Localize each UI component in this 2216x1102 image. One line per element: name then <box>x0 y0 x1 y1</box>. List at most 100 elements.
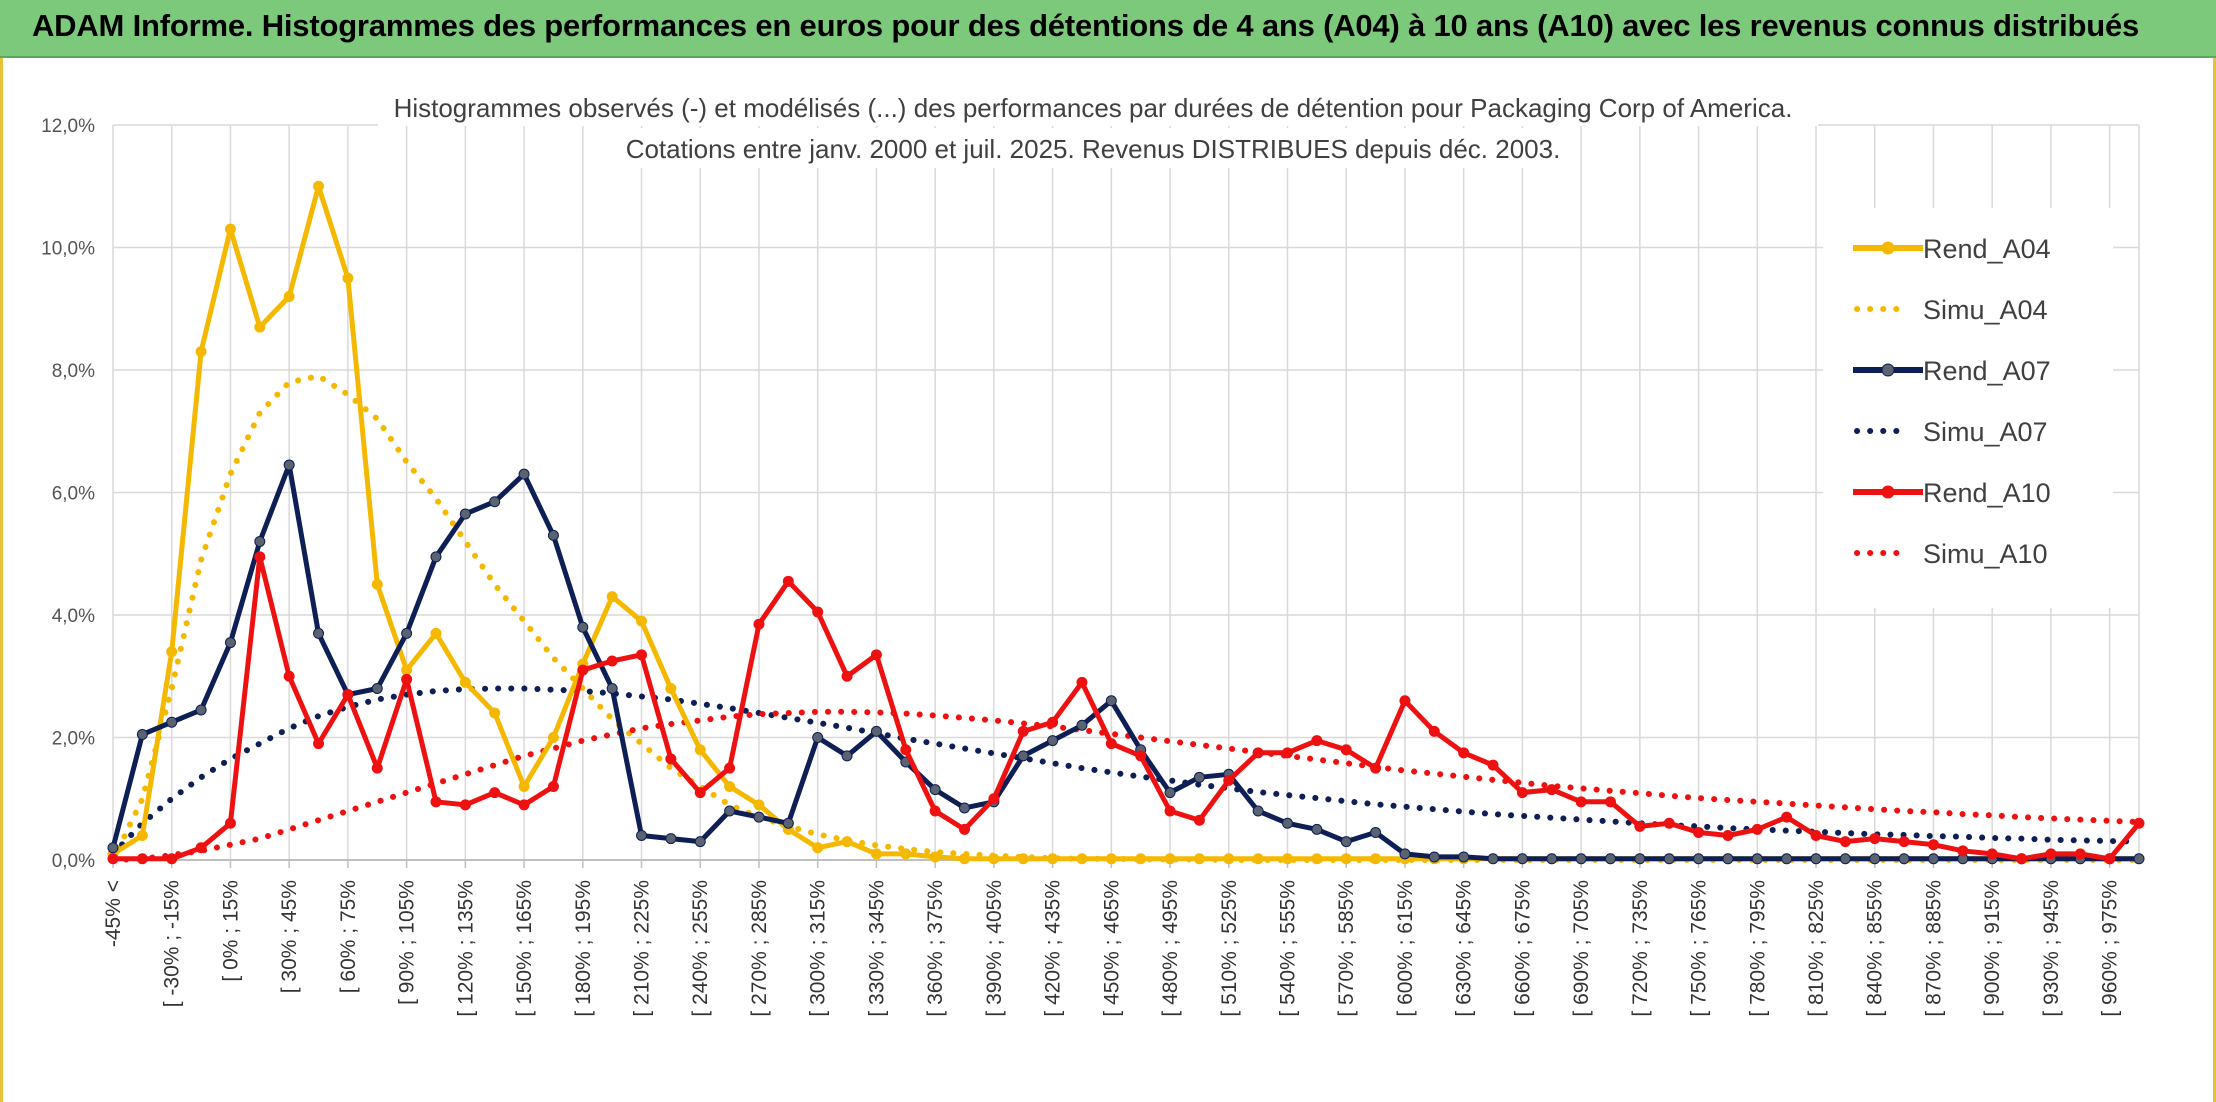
data-point-rend-a04 <box>929 851 941 863</box>
data-point-rend-a10 <box>1957 845 1969 857</box>
data-point-rend-a10 <box>401 673 413 685</box>
data-point-rend-a04 <box>195 346 207 358</box>
data-point-rend-a04 <box>254 321 266 333</box>
x-tick-label: [ 270% ; 285% <box>748 880 771 1017</box>
data-point-rend-a10 <box>636 649 648 661</box>
data-point-rend-a07 <box>254 536 266 547</box>
data-point-rend-a07 <box>1839 853 1851 865</box>
x-tick-label: [ 60% ; 75% <box>337 880 360 993</box>
data-point-rend-a10 <box>841 670 853 682</box>
data-point-rend-a10 <box>988 793 1000 805</box>
data-point-rend-a07 <box>1810 853 1822 865</box>
data-point-rend-a07 <box>1105 695 1117 707</box>
x-tick-label: [ 690% ; 705% <box>1570 880 1593 1017</box>
report-title: ADAM Informe. Histogrammes des performan… <box>32 8 2140 43</box>
data-point-rend-a07 <box>224 637 236 649</box>
data-point-rend-a07 <box>283 459 295 471</box>
data-point-rend-a10 <box>1252 747 1264 759</box>
data-point-rend-a10 <box>1399 695 1411 707</box>
legend-label-rend-a10: Rend_A10 <box>1923 478 2051 508</box>
chart-subtitle: Cotations entre janv. 2000 et juil. 2025… <box>626 134 1561 164</box>
y-tick-label: 6,0% <box>52 484 95 505</box>
data-point-rend-a07 <box>401 627 413 639</box>
x-tick-label: [ 360% ; 375% <box>924 880 947 1017</box>
data-point-rend-a07 <box>724 805 736 817</box>
data-point-rend-a04 <box>694 744 706 756</box>
data-point-rend-a07 <box>1604 853 1616 865</box>
y-tick-label: 2,0% <box>52 729 95 750</box>
data-point-rend-a07 <box>489 496 501 508</box>
data-point-rend-a07 <box>1722 853 1734 865</box>
data-point-rend-a10 <box>2133 817 2145 829</box>
data-point-rend-a04 <box>459 676 471 688</box>
data-point-rend-a10 <box>1927 839 1939 851</box>
series-line-simu-a07 <box>110 685 2142 857</box>
data-point-rend-a07 <box>1370 826 1382 838</box>
data-point-rend-a07 <box>1017 750 1029 762</box>
data-point-rend-a04 <box>283 291 295 302</box>
data-point-rend-a10 <box>518 799 530 811</box>
data-point-rend-a07 <box>166 716 178 728</box>
x-tick-label: [ 840% ; 855% <box>1864 880 1887 1017</box>
x-tick-label: [ 390% ; 405% <box>983 880 1006 1017</box>
legend-label-simu-a04: Simu_A04 <box>1923 295 2048 325</box>
data-point-rend-a04 <box>988 853 1000 865</box>
data-point-rend-a10 <box>1076 676 1088 688</box>
data-point-rend-a07 <box>2133 853 2145 865</box>
data-point-rend-a10 <box>283 670 295 682</box>
data-point-rend-a10 <box>1281 747 1293 759</box>
data-point-rend-a10 <box>224 817 236 829</box>
data-point-rend-a10 <box>812 606 824 618</box>
data-point-rend-a07 <box>812 732 824 743</box>
data-point-rend-a10 <box>1986 848 1998 860</box>
data-point-rend-a04 <box>518 781 530 792</box>
legend-label-simu-a07: Simu_A07 <box>1923 417 2048 447</box>
data-point-rend-a04 <box>1017 853 1029 865</box>
x-tick-label: [ 420% ; 435% <box>1042 880 1065 1017</box>
x-tick-label: [ 570% ; 585% <box>1335 880 1358 1017</box>
chart-title-background <box>378 86 1818 126</box>
data-point-rend-a07 <box>547 529 559 541</box>
data-point-rend-a10 <box>254 551 266 563</box>
data-point-rend-a04 <box>371 578 383 590</box>
data-point-rend-a04 <box>1193 853 1205 865</box>
data-point-rend-a10 <box>1546 784 1558 796</box>
data-point-rend-a04 <box>1311 853 1323 865</box>
data-point-rend-a07 <box>753 811 765 823</box>
data-point-rend-a04 <box>489 707 501 719</box>
series-line-simu-a10 <box>110 708 2142 863</box>
data-point-rend-a10 <box>342 689 354 701</box>
x-tick-label: [ 960% ; 975% <box>2099 880 2122 1017</box>
data-point-rend-a04 <box>224 223 236 235</box>
x-tick-label: [ 870% ; 885% <box>1922 880 1945 1017</box>
data-point-rend-a07 <box>313 627 325 639</box>
data-point-rend-a10 <box>2045 848 2057 860</box>
x-tick-label: [ 660% ; 675% <box>1511 880 1534 1017</box>
data-point-rend-a07 <box>1193 771 1205 783</box>
data-point-rend-a04 <box>401 664 413 676</box>
data-point-rend-a04 <box>1047 853 1059 865</box>
y-tick-label: 12,0% <box>41 116 95 137</box>
data-point-rend-a10 <box>1047 716 1059 728</box>
data-point-rend-a07 <box>1693 853 1705 865</box>
legend-label-rend-a07: Rend_A07 <box>1923 356 2051 386</box>
data-point-rend-a07 <box>606 683 618 694</box>
x-tick-label: [ 330% ; 345% <box>865 880 888 1017</box>
data-point-rend-a10 <box>1458 747 1470 759</box>
x-tick-label: [ 780% ; 795% <box>1746 880 1769 1017</box>
legend-marker-rend-a07 <box>1881 363 1895 377</box>
data-point-rend-a10 <box>1898 836 1910 848</box>
data-point-rend-a07 <box>1399 848 1411 860</box>
x-tick-label: [ 120% ; 135% <box>454 880 477 1017</box>
data-point-rend-a04 <box>724 781 736 792</box>
data-point-rend-a07 <box>1458 851 1470 863</box>
data-point-rend-a10 <box>1487 759 1499 771</box>
data-point-rend-a10 <box>782 575 794 587</box>
data-point-rend-a04 <box>870 848 882 860</box>
data-point-rend-a10 <box>1516 787 1528 799</box>
data-point-rend-a07 <box>1340 836 1352 848</box>
x-tick-label: [ 600% ; 615% <box>1394 880 1417 1017</box>
x-tick-label: -45% < <box>102 880 125 947</box>
data-point-rend-a10 <box>1164 805 1176 817</box>
data-point-rend-a07 <box>1076 719 1088 731</box>
